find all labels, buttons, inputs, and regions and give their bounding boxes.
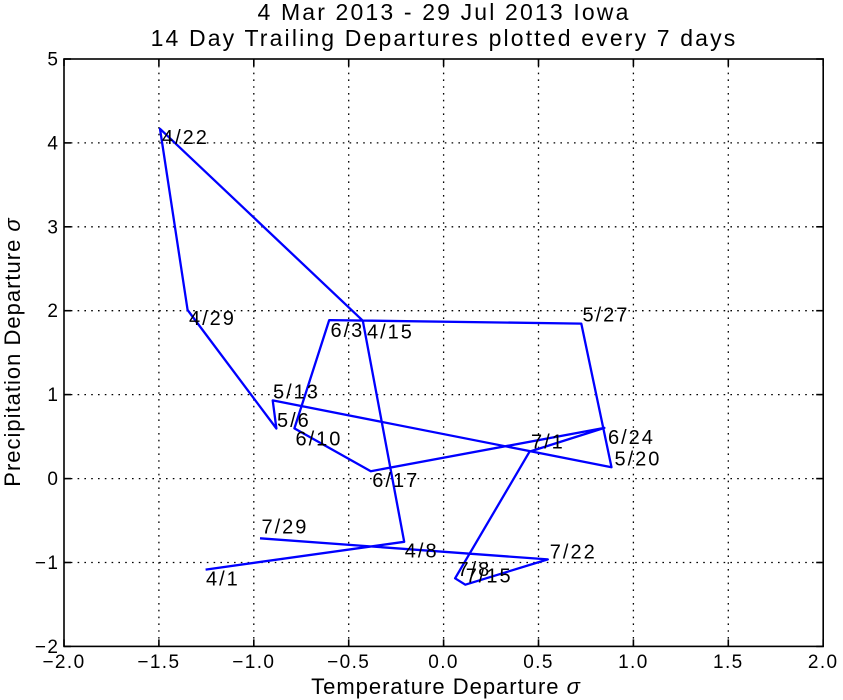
- svg-text:7/15: 7/15: [466, 566, 513, 588]
- svg-text:−0.5: −0.5: [327, 652, 370, 673]
- svg-text:14 Day Trailing Departures plo: 14 Day Trailing Departures plotted every…: [151, 25, 738, 51]
- svg-text:−2: −2: [35, 637, 59, 658]
- svg-text:4: 4: [47, 133, 59, 154]
- svg-text:0.0: 0.0: [428, 652, 459, 673]
- svg-text:Temperature Departure σ: Temperature Departure σ: [311, 674, 581, 699]
- svg-text:4/8: 4/8: [405, 540, 439, 562]
- svg-text:5/27: 5/27: [583, 305, 630, 327]
- svg-text:6/24: 6/24: [608, 427, 655, 449]
- svg-text:2.0: 2.0: [808, 652, 839, 673]
- svg-text:5/20: 5/20: [615, 448, 662, 470]
- svg-text:4 Mar 2013 - 29 Jul 2013 Iowa: 4 Mar 2013 - 29 Jul 2013 Iowa: [257, 0, 630, 25]
- svg-text:1.5: 1.5: [713, 652, 744, 673]
- svg-text:1.0: 1.0: [618, 652, 649, 673]
- svg-text:5/13: 5/13: [273, 382, 320, 404]
- svg-text:Precipitation Departure σ: Precipitation Departure σ: [0, 217, 25, 486]
- svg-text:7/8: 7/8: [458, 559, 492, 581]
- svg-text:0.5: 0.5: [523, 652, 554, 673]
- svg-text:7/1: 7/1: [531, 432, 565, 454]
- svg-text:6/10: 6/10: [296, 428, 343, 450]
- svg-text:4/15: 4/15: [367, 322, 414, 344]
- svg-text:5/6: 5/6: [277, 410, 311, 432]
- svg-text:4/1: 4/1: [206, 568, 240, 590]
- svg-text:2: 2: [47, 301, 59, 322]
- svg-text:−1.0: −1.0: [232, 652, 275, 673]
- svg-text:4/22: 4/22: [162, 127, 209, 149]
- svg-text:−2.0: −2.0: [42, 652, 85, 673]
- svg-text:1: 1: [47, 385, 59, 406]
- svg-text:6/3: 6/3: [331, 320, 365, 342]
- svg-text:6/17: 6/17: [372, 470, 419, 492]
- svg-text:7/29: 7/29: [262, 517, 309, 539]
- svg-text:3: 3: [47, 217, 59, 238]
- svg-text:5: 5: [47, 50, 59, 71]
- svg-text:7/22: 7/22: [550, 541, 597, 563]
- svg-text:−1: −1: [35, 553, 59, 574]
- svg-text:4/29: 4/29: [189, 308, 236, 330]
- svg-text:0: 0: [47, 469, 59, 490]
- svg-text:−1.5: −1.5: [137, 652, 180, 673]
